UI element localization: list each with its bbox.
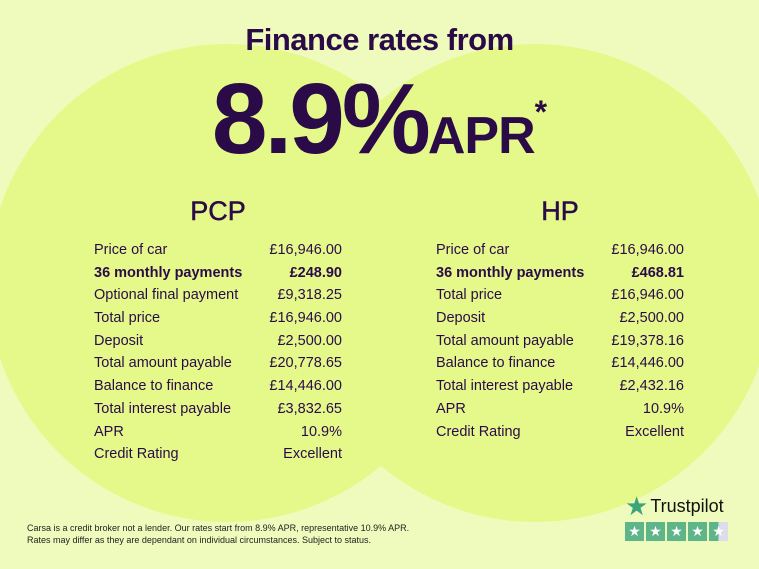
table-row: Credit Rating Excellent	[436, 421, 684, 444]
row-label: Balance to finance	[94, 378, 214, 395]
star-icon: ★	[667, 522, 686, 541]
row-label: 36 monthly payments	[436, 264, 585, 281]
row-label: Total price	[436, 287, 503, 304]
row-label: APR	[94, 423, 124, 440]
row-value: £19,378.16	[611, 332, 684, 349]
row-label: Credit Rating	[94, 446, 179, 463]
row-value: £14,446.00	[611, 355, 684, 372]
trustpilot-logo: ★ Trustpilot	[625, 493, 728, 519]
table-row: Deposit £2,500.00	[436, 307, 684, 330]
table-row: Balance to finance £14,446.00	[94, 375, 342, 398]
row-label: Optional final payment	[94, 287, 239, 304]
decorative-circle-right	[296, 44, 759, 522]
pcp-title: PCP	[190, 196, 246, 227]
row-value: £16,946.00	[269, 310, 342, 327]
row-value: £16,946.00	[611, 287, 684, 304]
table-row: Price of car £16,946.00	[436, 239, 684, 262]
rate-display: 8.9%APR*	[0, 62, 759, 177]
trustpilot-badge[interactable]: ★ Trustpilot ★ ★ ★ ★ ★	[625, 493, 728, 541]
pcp-panel: PCP Price of car £16,946.00 36 monthly pay…	[94, 196, 342, 466]
star-icon: ★	[625, 522, 644, 541]
table-row: Total amount payable £20,778.65	[94, 352, 342, 375]
row-value: £16,946.00	[269, 242, 342, 258]
row-label: Total interest payable	[436, 378, 574, 395]
row-label: Balance to finance	[436, 355, 556, 372]
rate-value: 8.9%	[211, 63, 431, 175]
disclaimer-line-2: Rates may differ as they are dependant o…	[27, 535, 372, 545]
row-value: £2,500.00	[619, 310, 684, 327]
row-value: 10.9%	[300, 423, 342, 440]
asterisk: *	[534, 94, 548, 130]
row-value: £9,318.25	[277, 287, 342, 304]
hp-title: HP	[541, 196, 579, 227]
row-label: 36 monthly payments	[94, 264, 243, 281]
row-value: £3,832.65	[277, 400, 342, 417]
row-label: Total interest payable	[94, 400, 232, 417]
star-icon: ★	[709, 522, 728, 541]
row-value: Excellent	[625, 423, 684, 440]
row-label: APR	[436, 400, 466, 417]
table-row: Total interest payable £2,432.16	[436, 375, 684, 398]
row-value: £2,500.00	[277, 332, 342, 349]
row-label: Price of car	[436, 242, 510, 258]
headline: Finance rates from	[245, 22, 514, 57]
row-value: £248.90	[289, 264, 342, 281]
table-row: APR 10.9%	[436, 398, 684, 421]
row-label: Total price	[94, 310, 161, 327]
table-row: APR 10.9%	[94, 421, 342, 444]
star-icon: ★	[646, 522, 665, 541]
row-label: Price of car	[94, 242, 168, 258]
row-value: £468.81	[631, 264, 684, 281]
row-value: £20,778.65	[269, 355, 342, 372]
table-row: Balance to finance £14,446.00	[436, 352, 684, 375]
rate-suffix: APR	[427, 107, 536, 165]
star-icon: ★	[688, 522, 707, 541]
table-row: Total amount payable £19,378.16	[436, 330, 684, 353]
table-row: Price of car £16,946.00	[94, 239, 342, 262]
table-row: Credit Rating Excellent	[94, 443, 342, 466]
trustpilot-name: Trustpilot	[650, 495, 724, 516]
table-row: Deposit £2,500.00	[94, 330, 342, 353]
disclaimer-line-1: Carsa is a credit broker not a lender. O…	[27, 523, 410, 533]
table-row: Total price £16,946.00	[436, 284, 684, 307]
table-row: Total interest payable £3,832.65	[94, 398, 342, 421]
hp-panel: HP Price of car £16,946.00 36 monthly paym…	[436, 196, 684, 443]
row-value: 10.9%	[642, 400, 684, 417]
row-label: Deposit	[94, 332, 144, 349]
row-label: Credit Rating	[436, 423, 521, 440]
row-label: Total amount payable	[436, 332, 574, 349]
table-row: Total price £16,946.00	[94, 307, 342, 330]
table-row: Optional final payment £9,318.25	[94, 284, 342, 307]
row-label: Total amount payable	[94, 355, 232, 372]
disclaimer: Carsa is a credit broker not a lender. O…	[27, 522, 409, 546]
table-row: 36 monthly payments £468.81	[436, 262, 684, 285]
star-icon: ★	[625, 491, 649, 521]
row-value: £2,432.16	[619, 378, 684, 395]
row-value: £16,946.00	[611, 242, 684, 258]
table-row: 36 monthly payments £248.90	[94, 262, 342, 285]
row-value: Excellent	[283, 446, 342, 463]
trustpilot-rating: ★ ★ ★ ★ ★	[625, 522, 728, 541]
row-value: £14,446.00	[269, 378, 342, 395]
row-label: Deposit	[436, 310, 486, 327]
